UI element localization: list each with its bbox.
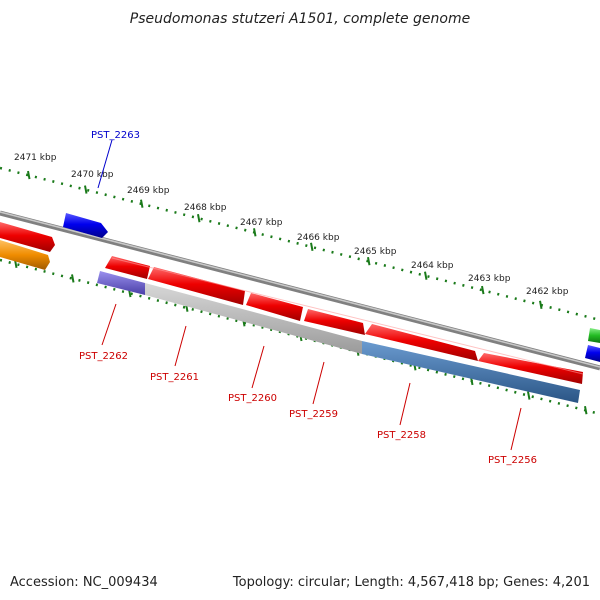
kbp-label: 2468 kbp xyxy=(184,203,227,213)
gene-label-PST_2262: PST_2262 xyxy=(79,351,128,362)
outer-major-tick xyxy=(84,185,88,194)
reverse-genes xyxy=(105,256,584,384)
blue-gene-partial-right xyxy=(585,345,600,362)
genome-title: Pseudomonas stutzeri A1501, complete gen… xyxy=(130,11,470,27)
gene-PST_2262[interactable] xyxy=(105,256,150,279)
gene-PST_2258[interactable] xyxy=(365,324,478,361)
gene-label-leaders xyxy=(101,303,522,451)
gc-skew-track xyxy=(97,271,580,403)
gene-label-PST_2256: PST_2256 xyxy=(488,455,537,466)
kbp-label: 2465 kbp xyxy=(354,247,397,257)
kbp-label: 2462 kbp xyxy=(526,287,569,297)
genome-backbone xyxy=(0,210,600,371)
kbp-label: 2470 kbp xyxy=(71,170,114,180)
green-gene-partial xyxy=(588,328,600,343)
gene-PST_2256[interactable] xyxy=(478,353,583,384)
kbp-labels: 2471 kbp 2470 kbp 2469 kbp 2468 kbp 2467 kbp… xyxy=(14,153,569,297)
outer-major-tick xyxy=(140,199,144,208)
genome-summary: Topology: circular; Length: 4,567,418 bp… xyxy=(232,575,590,590)
gene-label-PST_2261: PST_2261 xyxy=(150,372,199,383)
inner-major-tick xyxy=(584,405,588,415)
gene-PST_2263[interactable] xyxy=(63,213,108,238)
gene-PST_2261[interactable] xyxy=(148,267,245,305)
outer-major-tick xyxy=(253,228,257,237)
kbp-label: 2464 kbp xyxy=(411,261,454,271)
kbp-label: 2467 kbp xyxy=(240,218,283,228)
inner-major-tick xyxy=(71,274,75,283)
kbp-label: 2466 kbp xyxy=(297,233,340,243)
kbp-label: 2463 kbp xyxy=(468,274,511,284)
gene-label-PST_2263: PST_2263 xyxy=(91,130,140,141)
kbp-label: 2471 kbp xyxy=(14,153,57,163)
gene-PST_2260[interactable] xyxy=(246,293,303,321)
outer-ruler-ticks xyxy=(27,170,543,309)
gene-label-PST_2259: PST_2259 xyxy=(289,409,338,420)
kbp-label: 2469 kbp xyxy=(127,186,170,196)
outer-major-tick xyxy=(539,300,543,309)
inner-major-tick xyxy=(527,391,531,400)
gene-label-PST_2260: PST_2260 xyxy=(228,393,277,404)
outer-major-tick xyxy=(310,242,314,251)
gene-label-PST_2258: PST_2258 xyxy=(377,430,426,441)
outer-major-tick xyxy=(367,257,371,266)
gene-PST_2259[interactable] xyxy=(304,309,365,335)
outer-major-tick xyxy=(27,170,31,180)
outer-major-tick xyxy=(481,285,485,295)
outer-major-tick xyxy=(424,271,428,280)
accession-label: Accession: NC_009434 xyxy=(10,575,158,590)
outer-major-tick xyxy=(197,213,201,223)
orange-gene-partial xyxy=(0,240,50,270)
red-gene-partial-left xyxy=(0,222,55,252)
outer-ruler xyxy=(0,166,600,322)
